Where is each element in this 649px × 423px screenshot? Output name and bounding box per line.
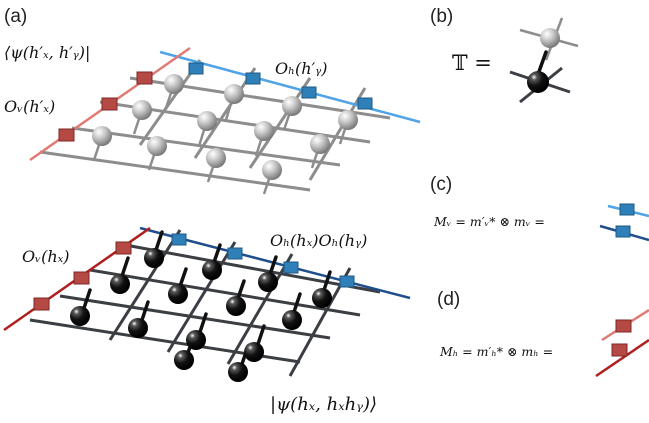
bra-tensor xyxy=(338,110,358,130)
ov-cube xyxy=(33,297,50,311)
mv-diagram xyxy=(599,203,649,242)
ket-ov-operators xyxy=(33,241,132,311)
bra-tensors xyxy=(92,74,358,180)
ov-cube xyxy=(101,97,118,111)
ket-tensor xyxy=(174,350,194,370)
bra-tensor xyxy=(147,136,167,156)
ket-tensor xyxy=(70,306,90,326)
ket-tensor xyxy=(110,274,130,294)
ket-tensor xyxy=(228,362,248,382)
ket-tensor xyxy=(312,288,332,308)
oh-cube xyxy=(171,233,187,246)
ket-tensor xyxy=(144,248,164,268)
panel-label-b: (b) xyxy=(430,6,453,27)
mh-diagram xyxy=(595,308,649,378)
bra-lattice xyxy=(29,46,421,195)
bra-tensor xyxy=(262,160,282,180)
bra-tensor xyxy=(92,126,112,146)
mh-top-cube xyxy=(615,319,632,333)
mh-equation: Mₕ = m′ₕ* ⊗ mₕ = xyxy=(439,344,553,359)
ket-tensor xyxy=(168,284,188,304)
oh-cube xyxy=(188,62,204,75)
bra-tensor xyxy=(164,74,184,94)
bra-tensor xyxy=(206,148,226,168)
ket-tensor xyxy=(226,296,246,316)
bra-oh-operators xyxy=(188,62,373,110)
ov-label: Oᵥ(hₓ) xyxy=(22,247,70,266)
transfer-tensor xyxy=(509,17,579,104)
oh-prime-label: Oₕ(h′ᵧ) xyxy=(275,59,327,78)
transfer-bra-tensor xyxy=(540,28,560,48)
bra-ov-operators xyxy=(58,71,153,142)
ov-prime-label: Oᵥ(h′ₓ) xyxy=(4,97,55,116)
mh-bottom-cube xyxy=(611,343,628,357)
oh-cube xyxy=(301,86,317,99)
ket-tensor xyxy=(244,342,264,362)
ket-tensors xyxy=(70,248,332,382)
ket-lattice xyxy=(3,226,411,382)
ket-tensor xyxy=(282,310,302,330)
ov-cube xyxy=(73,271,90,285)
mv-top-cube xyxy=(619,203,635,216)
panel-label-a: (a) xyxy=(4,6,27,27)
ket-tensor xyxy=(258,272,278,292)
oh-cube xyxy=(339,275,355,288)
oh-cube xyxy=(227,247,243,260)
transfer-symbol: 𝕋 = xyxy=(452,51,492,75)
panel-label-c: (c) xyxy=(430,174,452,195)
mv-bottom-cube xyxy=(615,225,631,238)
panel-label-d: (d) xyxy=(437,289,460,310)
bra-tensor xyxy=(197,111,217,131)
ov-cube xyxy=(136,71,153,85)
ket-tensor xyxy=(202,260,222,280)
ket-state-label: |ψ(hₓ, hₓhᵧ)⟩ xyxy=(270,394,377,415)
ket-row-bonds xyxy=(29,242,381,364)
ket-oh-operators xyxy=(171,233,355,288)
ov-cube xyxy=(58,128,75,142)
ov-cube xyxy=(115,241,132,255)
oh-cube xyxy=(245,72,261,85)
ket-tensor xyxy=(128,318,148,338)
oh-cube xyxy=(283,261,299,274)
bra-state-label: ⟨ψ(h′ₓ, h′ᵧ)| xyxy=(4,43,90,62)
bra-tensor xyxy=(254,121,274,141)
oh-cube xyxy=(357,97,373,110)
oh-pair-label: Oₕ(hₓ)Oₕ(hᵧ) xyxy=(270,231,367,250)
bra-tensor xyxy=(282,96,302,116)
ket-tensor xyxy=(186,330,206,350)
transfer-ket-tensor xyxy=(527,71,549,93)
mv-equation: Mᵥ = m′ᵥ* ⊗ mᵥ = xyxy=(433,214,545,229)
bra-tensor xyxy=(310,134,330,154)
bra-tensor xyxy=(132,100,152,120)
bra-tensor xyxy=(224,84,244,104)
